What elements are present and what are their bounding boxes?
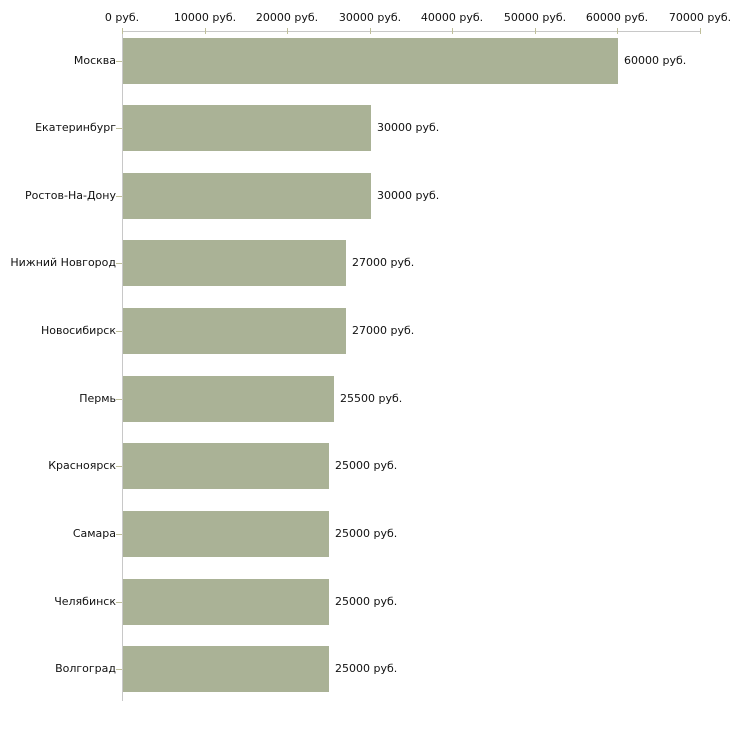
y-axis-tick-mark: [116, 602, 122, 603]
bar-value-label: 27000 руб.: [352, 324, 415, 337]
y-axis-tick-mark: [116, 534, 122, 535]
x-axis-tick-label: 0 руб.: [104, 11, 140, 24]
category-label: Волгоград: [55, 662, 116, 675]
y-axis-line: [122, 31, 123, 701]
x-axis-tick-label: 70000 руб.: [668, 11, 730, 24]
category-label: Нижний Новгород: [10, 256, 116, 269]
category-label: Красноярск: [48, 459, 116, 472]
bar-value-label: 25000 руб.: [335, 527, 398, 540]
category-label: Новосибирск: [40, 324, 116, 337]
bar: [123, 646, 329, 692]
x-axis-line: [122, 31, 701, 32]
y-axis-tick-mark: [116, 128, 122, 129]
x-axis-tick-label: 10000 руб.: [173, 11, 237, 24]
bar-value-label: 25000 руб.: [335, 459, 398, 472]
bar: [123, 511, 329, 557]
bar: [123, 443, 329, 489]
category-label: Екатеринбург: [35, 121, 116, 134]
x-axis-tick-mark: [535, 28, 536, 34]
y-axis-tick-mark: [116, 196, 122, 197]
bar-value-label: 30000 руб.: [377, 121, 440, 134]
x-axis-tick-label: 30000 руб.: [338, 11, 402, 24]
y-axis-tick-mark: [116, 669, 122, 670]
bar: [123, 240, 346, 286]
bar: [123, 579, 329, 625]
x-axis-tick-label: 40000 руб.: [420, 11, 484, 24]
bar-value-label: 60000 руб.: [624, 54, 687, 67]
category-label: Москва: [73, 54, 116, 67]
x-axis-tick-label: 50000 руб.: [503, 11, 567, 24]
y-axis-tick-mark: [116, 399, 122, 400]
category-label: Самара: [72, 527, 116, 540]
category-label: Челябинск: [54, 595, 116, 608]
bar-value-label: 30000 руб.: [377, 189, 440, 202]
x-axis-tick-label: 20000 руб.: [255, 11, 319, 24]
x-axis-tick-mark: [287, 28, 288, 34]
bar: [123, 308, 346, 354]
bar: [123, 105, 371, 151]
bar: [123, 38, 618, 84]
x-axis-tick-mark: [452, 28, 453, 34]
category-label: Пермь: [79, 392, 116, 405]
y-axis-tick-mark: [116, 61, 122, 62]
bar: [123, 173, 371, 219]
bar: [123, 376, 334, 422]
x-axis-tick-mark: [205, 28, 206, 34]
bar-value-label: 25000 руб.: [335, 662, 398, 675]
y-axis-tick-mark: [116, 331, 122, 332]
x-axis-tick-mark: [617, 28, 618, 34]
x-axis-tick-mark: [700, 28, 701, 34]
bar-value-label: 25500 руб.: [340, 392, 403, 405]
x-axis-tick-mark: [370, 28, 371, 34]
y-axis-tick-mark: [116, 466, 122, 467]
x-axis-tick-label: 60000 руб.: [585, 11, 649, 24]
x-axis-tick-mark: [122, 28, 123, 34]
bar-value-label: 27000 руб.: [352, 256, 415, 269]
category-label: Ростов-На-Дону: [24, 189, 116, 202]
y-axis-tick-mark: [116, 263, 122, 264]
bar-value-label: 25000 руб.: [335, 595, 398, 608]
